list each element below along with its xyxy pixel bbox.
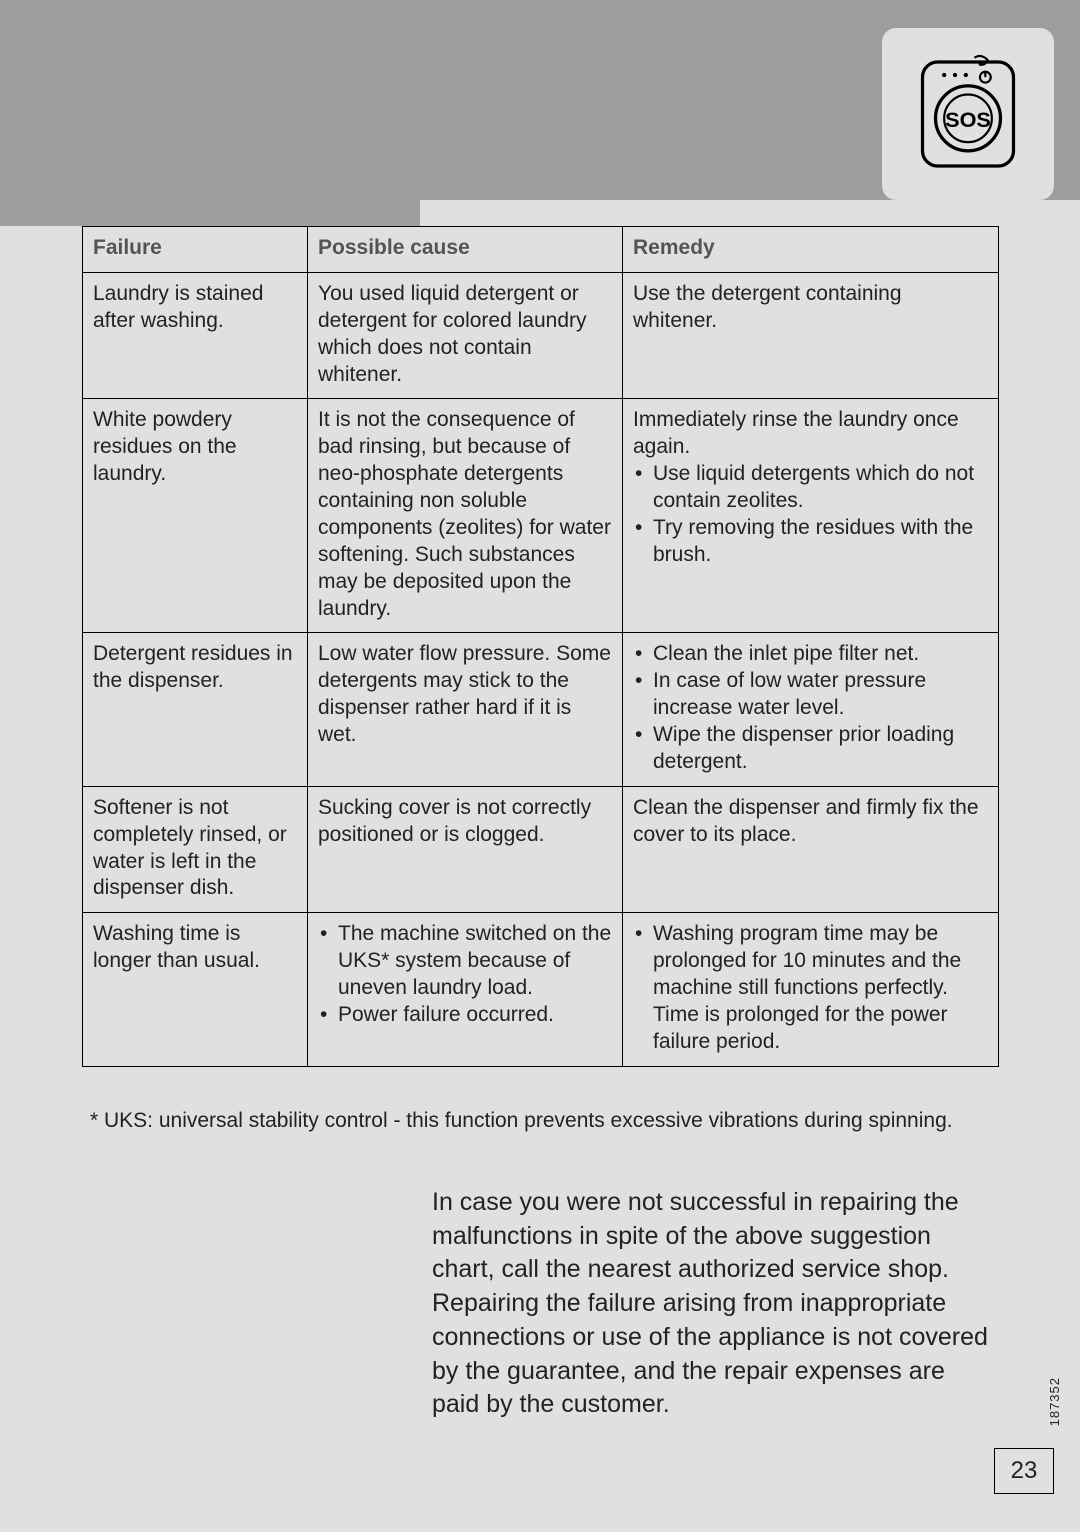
list-item: Use liquid detergents which do not conta…: [649, 461, 988, 515]
body-paragraph-1: In case you were not successful in repai…: [432, 1188, 959, 1284]
washing-machine-sos-icon: SOS: [882, 28, 1054, 200]
cell-failure: Laundry is stained after washing.: [83, 272, 308, 399]
cause-list: The machine switched on the UKS* system …: [318, 921, 612, 1029]
list-item: Power failure occurred.: [334, 1002, 612, 1029]
svg-text:SOS: SOS: [945, 107, 991, 132]
cell-cause: You used liquid detergent or detergent f…: [308, 272, 623, 399]
table-row: White powdery residues on the laundry. I…: [83, 399, 999, 633]
list-item: Wipe the dispenser prior loading deterge…: [649, 722, 988, 776]
body-text: In case you were not successful in repai…: [432, 1186, 992, 1422]
cell-cause: It is not the consequence of bad rinsing…: [308, 399, 623, 633]
col-header-cause: Possible cause: [308, 227, 623, 273]
list-item: Washing program time may be prolonged fo…: [649, 921, 988, 1055]
cell-remedy: Use the detergent containing whitener.: [623, 272, 999, 399]
cell-failure: Softener is not completely rinsed, or wa…: [83, 786, 308, 913]
table-row: Washing time is longer than usual. The m…: [83, 913, 999, 1066]
list-item: In case of low water pressure increase w…: [649, 668, 988, 722]
list-item: Try removing the residues with the brush…: [649, 515, 988, 569]
table-row: Detergent residues in the dispenser. Low…: [83, 633, 999, 786]
content-area: Failure Possible cause Remedy Laundry is…: [82, 226, 998, 1422]
remedy-list: Use liquid detergents which do not conta…: [633, 461, 988, 569]
washer-svg: SOS: [903, 49, 1033, 179]
cell-failure: Detergent residues in the dispenser.: [83, 633, 308, 786]
remedy-list: Clean the inlet pipe filter net. In case…: [633, 641, 988, 775]
table-row: Laundry is stained after washing. You us…: [83, 272, 999, 399]
document-id: 187352: [1047, 1377, 1062, 1426]
footnote: * UKS: universal stability control - thi…: [82, 1107, 998, 1134]
cell-cause: Sucking cover is not correctly positione…: [308, 786, 623, 913]
cell-failure: Washing time is longer than usual.: [83, 913, 308, 1066]
cell-cause: Low water flow pressure. Some detergents…: [308, 633, 623, 786]
cell-remedy: Clean the inlet pipe filter net. In case…: [623, 633, 999, 786]
page: SOS Failure Possible cause Remedy Laundr…: [0, 0, 1080, 1532]
cell-failure: White powdery residues on the laundry.: [83, 399, 308, 633]
cell-remedy: Clean the dispenser and firmly fix the c…: [623, 786, 999, 913]
table-row: Softener is not completely rinsed, or wa…: [83, 786, 999, 913]
remedy-lead: Immediately rinse the laundry once again…: [633, 408, 959, 458]
page-number: 23: [994, 1448, 1054, 1494]
list-item: The machine switched on the UKS* system …: [334, 921, 612, 1002]
list-item: Clean the inlet pipe filter net.: [649, 641, 988, 668]
remedy-list: Washing program time may be prolonged fo…: [633, 921, 988, 1055]
col-header-remedy: Remedy: [623, 227, 999, 273]
cell-cause: The machine switched on the UKS* system …: [308, 913, 623, 1066]
cell-remedy: Immediately rinse the laundry once again…: [623, 399, 999, 633]
col-header-failure: Failure: [83, 227, 308, 273]
tab-notch: [0, 200, 420, 226]
cell-remedy: Washing program time may be prolonged fo…: [623, 913, 999, 1066]
troubleshooting-table: Failure Possible cause Remedy Laundry is…: [82, 226, 999, 1067]
body-paragraph-2: Repairing the failure arising from inapp…: [432, 1289, 988, 1418]
table-header-row: Failure Possible cause Remedy: [83, 227, 999, 273]
